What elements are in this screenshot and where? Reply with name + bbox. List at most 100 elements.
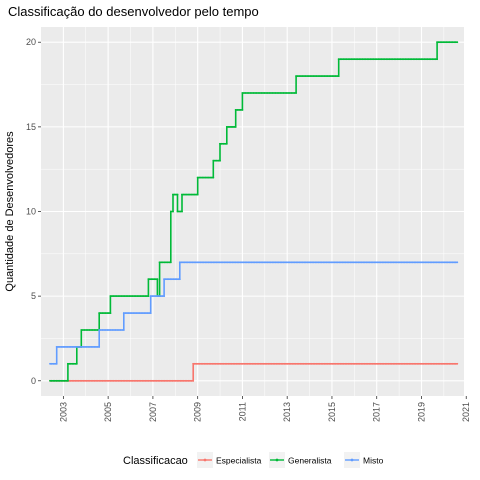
x-tick-label: 2005: [103, 402, 113, 422]
series-point: [114, 295, 116, 297]
series-point: [267, 362, 270, 365]
series-point: [185, 261, 188, 264]
series-point: [49, 362, 51, 365]
series-point: [123, 295, 126, 297]
series-point: [135, 379, 137, 382]
series-point: [241, 109, 244, 111]
series-point: [438, 261, 441, 264]
series-point: [387, 261, 390, 264]
series-point: [406, 362, 409, 365]
series-point: [312, 362, 315, 365]
series-point: [342, 362, 345, 365]
series-point: [220, 142, 223, 145]
series-point: [398, 362, 401, 365]
series-point: [341, 362, 343, 365]
series-point: [292, 261, 294, 264]
series-point: [79, 346, 82, 348]
series-point: [378, 362, 380, 365]
series-point: [212, 261, 215, 264]
series-point: [317, 261, 320, 264]
series-point: [185, 193, 188, 196]
series-point: [130, 312, 133, 314]
series-point: [366, 362, 369, 365]
series-point: [414, 362, 417, 365]
series-point: [206, 176, 209, 179]
series-point: [243, 362, 246, 365]
series-point: [417, 58, 419, 61]
series-point: [85, 379, 88, 382]
series-point: [234, 261, 237, 264]
series-point: [395, 261, 398, 264]
series-point: [69, 379, 72, 382]
series-point: [410, 58, 413, 61]
series-point: [381, 362, 383, 365]
series-point: [192, 379, 195, 382]
series-point: [203, 176, 205, 179]
series-point: [153, 278, 156, 281]
series-point: [63, 379, 66, 382]
chart-title: Classificação do desenvolvedor pelo temp…: [8, 4, 259, 19]
series-point: [320, 362, 323, 365]
series-point: [145, 312, 147, 314]
series-point: [360, 261, 363, 264]
series-point: [299, 362, 302, 365]
series-point: [381, 261, 384, 264]
series-point: [173, 193, 176, 196]
series-point: [119, 379, 121, 382]
legend-key-point: [203, 458, 207, 462]
series-point: [131, 379, 134, 382]
series-point: [282, 92, 285, 94]
series-point: [262, 362, 265, 365]
series-point: [435, 261, 438, 264]
series-point: [362, 261, 365, 264]
series-point: [121, 329, 124, 331]
series-point: [178, 379, 180, 382]
series-point: [214, 362, 217, 365]
series-point: [195, 362, 198, 365]
series-point: [307, 75, 310, 77]
series-point: [269, 362, 271, 365]
series-point: [222, 142, 225, 145]
series-point: [239, 109, 242, 111]
series-point: [406, 58, 408, 61]
series-point: [82, 346, 85, 348]
series-point: [328, 261, 331, 264]
series-point: [298, 261, 301, 264]
series-point: [293, 261, 296, 264]
series-point: [435, 362, 438, 365]
series-point: [182, 193, 185, 196]
series-point: [451, 261, 454, 264]
series-point: [122, 295, 124, 297]
series-point: [442, 362, 444, 365]
series-point: [241, 92, 244, 94]
series-point: [169, 210, 172, 213]
series-point: [324, 261, 326, 264]
series-point: [160, 261, 163, 264]
series-point: [127, 312, 130, 314]
series-point: [336, 75, 338, 77]
series-point: [405, 261, 408, 264]
series-point: [380, 58, 383, 61]
series-point: [340, 58, 343, 61]
series-point: [247, 92, 250, 94]
series-point: [379, 362, 382, 365]
series-point: [98, 379, 101, 382]
series-point: [155, 278, 157, 281]
series-point: [69, 362, 72, 365]
series-point: [254, 362, 257, 365]
series-point: [373, 362, 375, 365]
legend-item-misto: Misto: [344, 452, 384, 468]
series-point: [332, 261, 334, 264]
series-point: [227, 362, 230, 365]
series-point: [228, 126, 231, 128]
series-point: [143, 379, 145, 382]
series-point: [317, 75, 320, 77]
series-point: [176, 210, 179, 213]
series-point: [108, 329, 110, 331]
series-point: [67, 362, 69, 365]
series-point: [390, 58, 392, 61]
series-point: [166, 278, 169, 281]
series-point: [98, 329, 101, 331]
series-point: [175, 193, 177, 196]
series-point: [219, 159, 221, 162]
